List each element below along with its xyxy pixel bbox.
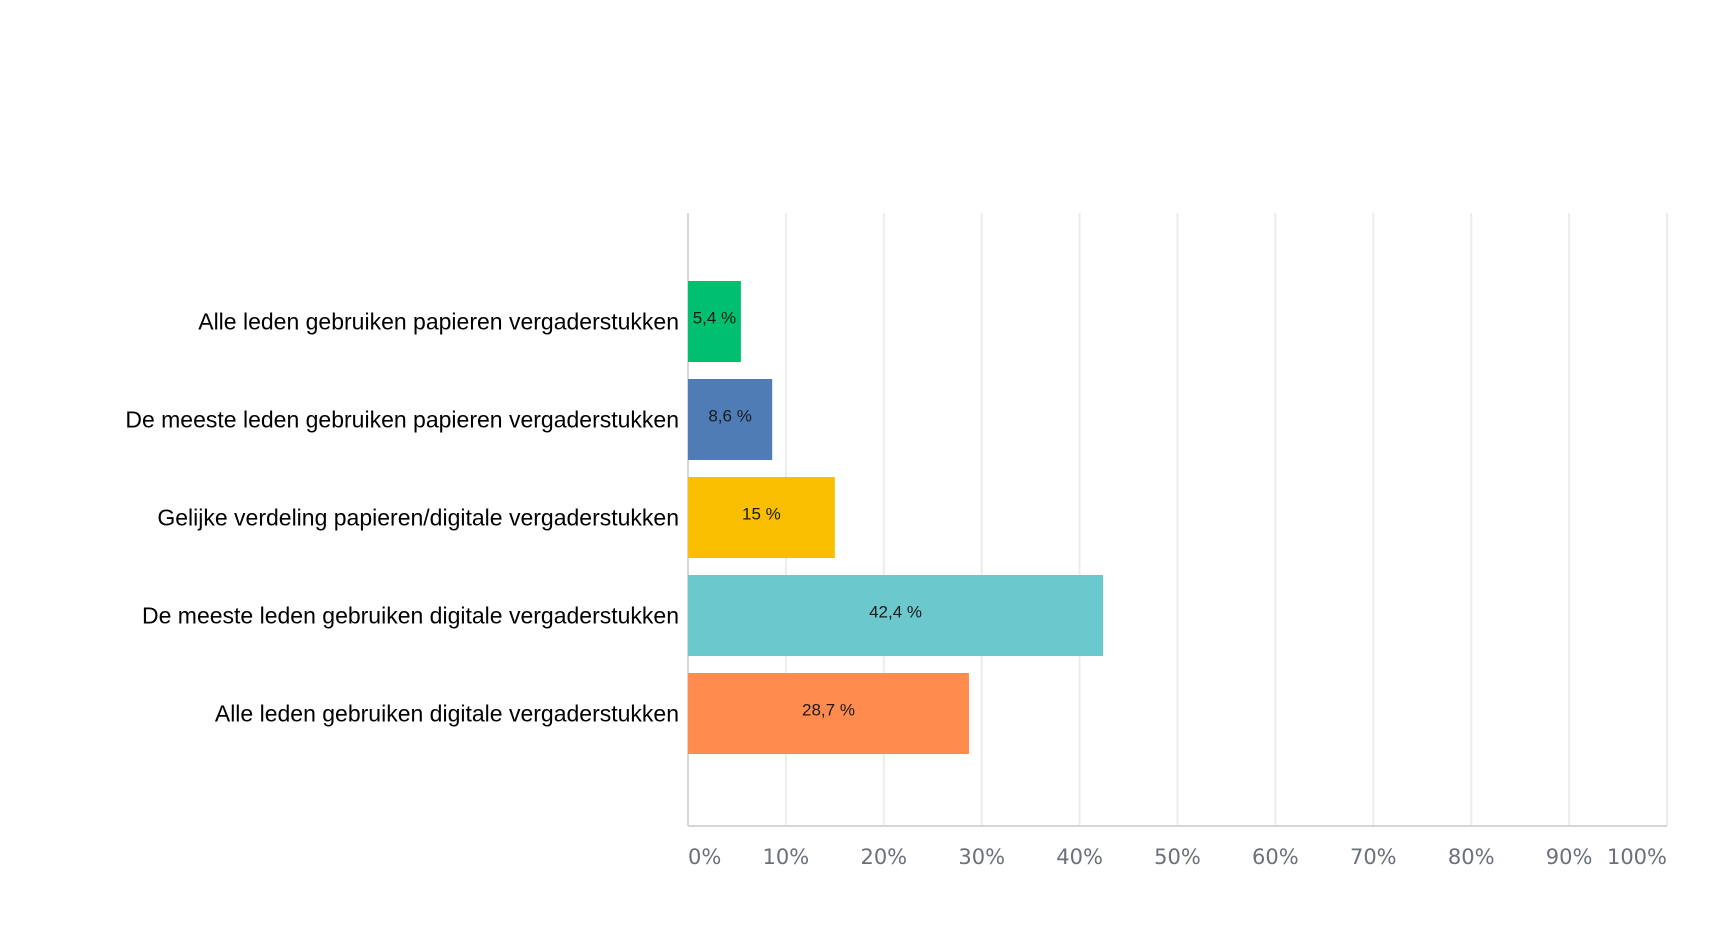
- x-tick-label-50: 50%: [1154, 845, 1201, 869]
- bar-3: [688, 477, 835, 558]
- category-label-4: De meeste leden gebruiken digitale verga…: [142, 603, 679, 629]
- x-tick-label-40: 40%: [1056, 845, 1103, 869]
- bar-value-labels: 5,4 % 8,6 % 15 % 42,4 % 28,7 %: [693, 309, 922, 720]
- bar-1: [688, 281, 741, 362]
- x-tick-label-80: 80%: [1448, 845, 1495, 869]
- x-tick-label-100: 100%: [1607, 845, 1667, 869]
- bar-2: [688, 379, 773, 460]
- x-tick-label-90: 90%: [1546, 845, 1593, 869]
- x-tick-label-60: 60%: [1252, 845, 1299, 869]
- category-label-2: De meeste leden gebruiken papieren verga…: [125, 407, 679, 433]
- bars: [688, 281, 1104, 754]
- bar-4: [688, 575, 1104, 656]
- bar-value-label-5: 28,7 %: [802, 701, 855, 720]
- category-label-5: Alle leden gebruiken digitale vergaderst…: [215, 701, 679, 727]
- x-tick-label-0: 0%: [688, 845, 721, 869]
- bar-value-label-1: 5,4 %: [693, 309, 736, 328]
- category-label-1: Alle leden gebruiken papieren vergaderst…: [198, 309, 679, 335]
- x-tick-label-30: 30%: [958, 845, 1005, 869]
- x-tick-label-10: 10%: [763, 845, 810, 869]
- x-tick-labels: 0% 10% 20% 30% 40% 50% 60% 70% 80% 90% 100%: [688, 845, 1667, 869]
- gridlines: [784, 213, 1668, 826]
- category-labels: Alle leden gebruiken papieren vergaderst…: [125, 309, 679, 727]
- category-label-3: Gelijke verdeling papieren/digitale verg…: [157, 505, 679, 531]
- x-tick-label-20: 20%: [860, 845, 907, 869]
- bar-value-label-4: 42,4 %: [869, 603, 922, 622]
- bar-value-label-2: 8,6 %: [708, 407, 751, 426]
- bar-5: [688, 673, 969, 754]
- x-tick-label-70: 70%: [1350, 845, 1397, 869]
- bar-value-label-3: 15 %: [742, 505, 781, 524]
